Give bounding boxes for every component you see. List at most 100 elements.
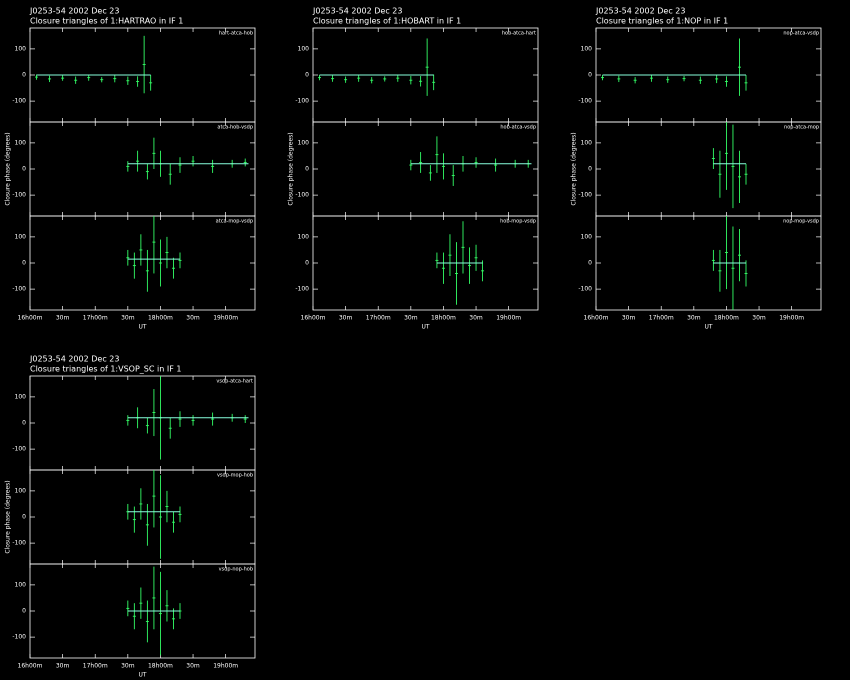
- y-axis-label: Closure phase (degrees): [571, 132, 578, 205]
- x-tick-label: 30m: [121, 315, 135, 322]
- panel-label: vsdp-mop-hob: [217, 473, 253, 479]
- y-tick-label: -100: [295, 192, 309, 199]
- y-tick-label: 0: [22, 72, 26, 79]
- x-axis-label: UT: [421, 324, 429, 331]
- y-tick-label: 100: [15, 581, 27, 588]
- y-tick-label: 100: [298, 233, 310, 240]
- figure-title: J0253-54 2002 Dec 23: [595, 7, 685, 16]
- y-tick-label: 100: [15, 233, 27, 240]
- panel-label: hart-atca-hob: [219, 31, 253, 37]
- y-tick-label: -100: [295, 286, 309, 293]
- x-tick-label: 18h00m: [431, 315, 456, 322]
- y-tick-label: 100: [298, 45, 310, 52]
- figure-subtitle: Closure triangles of 1:NOP in IF 1: [596, 17, 728, 26]
- panel-label: atca-hob-vsdp: [217, 125, 253, 131]
- y-tick-label: 0: [305, 72, 309, 79]
- y-tick-label: 0: [22, 608, 26, 615]
- y-axis-label: Closure phase (degrees): [5, 132, 12, 205]
- y-tick-label: -100: [12, 192, 26, 199]
- panel-label: atca-mop-vsdp: [216, 219, 253, 225]
- y-tick-label: 0: [588, 166, 592, 173]
- panel-label: nop-atca-vsdp: [783, 31, 819, 37]
- panel-label: nop-mop-vsdp: [783, 219, 819, 225]
- x-tick-label: 19h00m: [213, 663, 238, 670]
- y-tick-label: 0: [22, 420, 26, 427]
- panel-label: hob-mop-vsdp: [500, 219, 536, 225]
- figure-title: J0253-54 2002 Dec 23: [29, 355, 119, 364]
- y-tick-label: -100: [578, 98, 592, 105]
- y-tick-label: 0: [22, 260, 26, 267]
- y-tick-label: -100: [295, 98, 309, 105]
- x-tick-label: 17h00m: [366, 315, 391, 322]
- x-tick-label: 30m: [186, 315, 200, 322]
- x-tick-label: 16h00m: [18, 663, 43, 670]
- figure-title: J0253-54 2002 Dec 23: [312, 7, 402, 16]
- y-tick-label: 0: [22, 514, 26, 521]
- x-tick-label: 30m: [339, 315, 353, 322]
- panel-frame: [29, 375, 256, 471]
- y-tick-label: 0: [588, 72, 592, 79]
- x-tick-label: 16h00m: [18, 315, 43, 322]
- y-tick-label: 100: [15, 45, 27, 52]
- y-tick-label: 0: [22, 166, 26, 173]
- x-tick-label: 19h00m: [779, 315, 804, 322]
- y-tick-label: -100: [12, 286, 26, 293]
- panel-frame: [29, 469, 256, 565]
- panel-label: hob-atca-hart: [502, 31, 536, 37]
- x-tick-label: 30m: [404, 315, 418, 322]
- y-tick-label: -100: [578, 192, 592, 199]
- figure-title: J0253-54 2002 Dec 23: [29, 7, 119, 16]
- panel-frame: [29, 121, 256, 217]
- x-tick-label: 17h00m: [649, 315, 674, 322]
- y-axis-label: Closure phase (degrees): [288, 132, 295, 205]
- y-tick-label: 100: [15, 139, 27, 146]
- x-tick-label: 16h00m: [301, 315, 326, 322]
- x-tick-label: 18h00m: [148, 315, 173, 322]
- panel-label: vsdp-nop-hob: [219, 567, 253, 573]
- y-tick-label: -100: [578, 286, 592, 293]
- x-tick-label: 17h00m: [83, 663, 108, 670]
- x-axis-label: UT: [138, 672, 146, 679]
- panel-label: nop-atca-mop: [784, 125, 819, 131]
- y-tick-label: -100: [12, 446, 26, 453]
- x-tick-label: 30m: [121, 663, 135, 670]
- x-tick-label: 30m: [469, 315, 483, 322]
- panel-frame: [595, 121, 822, 217]
- y-tick-label: 100: [15, 393, 27, 400]
- x-tick-label: 30m: [752, 315, 766, 322]
- panel-frame: [312, 121, 539, 217]
- y-tick-label: -100: [12, 634, 26, 641]
- panel-frame: [312, 215, 539, 311]
- y-axis-label: Closure phase (degrees): [5, 480, 12, 553]
- x-tick-label: 30m: [56, 315, 70, 322]
- y-tick-label: -100: [12, 540, 26, 547]
- figure-subtitle: Closure triangles of 1:HARTRAO in IF 1: [30, 17, 183, 26]
- panel-frame: [595, 215, 822, 311]
- x-tick-label: 18h00m: [148, 663, 173, 670]
- x-tick-label: 18h00m: [714, 315, 739, 322]
- x-tick-label: 30m: [687, 315, 701, 322]
- panel-label: hob-atca-vsdp: [500, 125, 536, 131]
- panel-frame: [29, 215, 256, 311]
- y-tick-label: -100: [12, 98, 26, 105]
- y-tick-label: 100: [581, 139, 593, 146]
- panel-label: vsdp-atca-hart: [216, 379, 253, 385]
- y-tick-label: 0: [588, 260, 592, 267]
- x-tick-label: 19h00m: [496, 315, 521, 322]
- x-tick-label: 16h00m: [584, 315, 609, 322]
- y-tick-label: 100: [298, 139, 310, 146]
- x-tick-label: 30m: [622, 315, 636, 322]
- y-tick-label: 0: [305, 166, 309, 173]
- x-tick-label: 19h00m: [213, 315, 238, 322]
- y-tick-label: 100: [581, 233, 593, 240]
- x-tick-label: 30m: [186, 663, 200, 670]
- figure-subtitle: Closure triangles of 1:VSOP_SC in IF 1: [30, 365, 181, 374]
- y-tick-label: 100: [581, 45, 593, 52]
- x-axis-label: UT: [704, 324, 712, 331]
- x-tick-label: 17h00m: [83, 315, 108, 322]
